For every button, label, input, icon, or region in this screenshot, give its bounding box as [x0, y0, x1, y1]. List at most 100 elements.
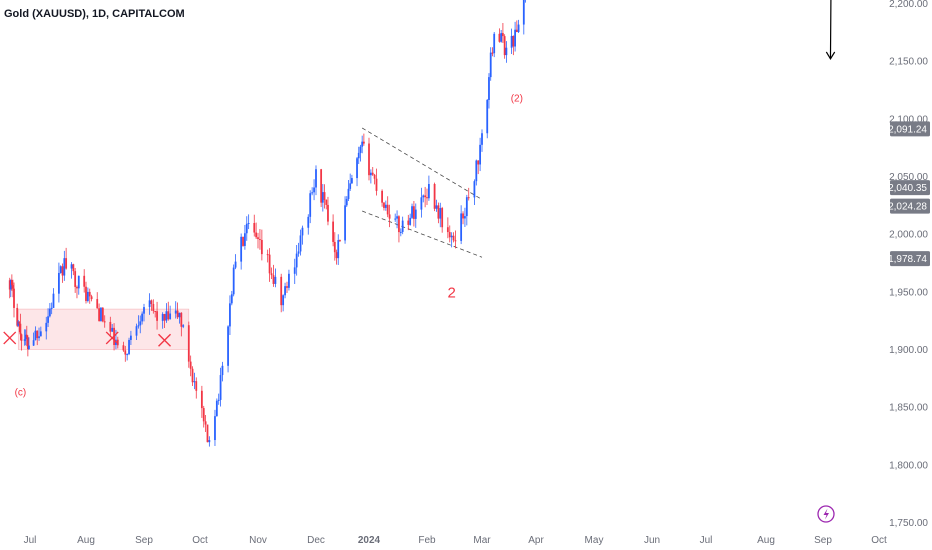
candle-body[interactable]: [77, 275, 80, 289]
candles-layer[interactable]: [8, 0, 826, 447]
candle-body[interactable]: [424, 195, 427, 198]
candle-body[interactable]: [446, 227, 449, 233]
candle-body[interactable]: [503, 36, 506, 56]
y-axis[interactable]: 1,750.00 1,800.00 1,850.00 1,900.00 1,950.00…: [889, 0, 928, 529]
candle-body[interactable]: [10, 279, 13, 286]
candle-body[interactable]: [439, 208, 442, 219]
candle-body[interactable]: [253, 223, 256, 233]
candle-body[interactable]: [25, 334, 28, 338]
candle-body[interactable]: [32, 340, 35, 346]
candle-body[interactable]: [90, 296, 93, 300]
candle-body[interactable]: [122, 345, 125, 351]
candle-body[interactable]: [23, 339, 26, 341]
candle-body[interactable]: [47, 316, 49, 323]
candle-body[interactable]: [187, 325, 190, 362]
candle-body[interactable]: [111, 327, 114, 332]
candle-body[interactable]: [242, 236, 244, 246]
candle-body[interactable]: [174, 310, 177, 314]
candle-body[interactable]: [38, 336, 40, 339]
candle-body[interactable]: [17, 321, 20, 326]
candle-body[interactable]: [522, 0, 525, 25]
candle-body[interactable]: [373, 174, 376, 179]
candle-body[interactable]: [215, 400, 218, 417]
candle-body[interactable]: [26, 337, 29, 350]
candle-body[interactable]: [247, 223, 250, 225]
candle-body[interactable]: [517, 24, 520, 33]
candle-body[interactable]: [126, 354, 129, 356]
candle-body[interactable]: [293, 267, 296, 274]
candle-body[interactable]: [500, 33, 503, 42]
candle-body[interactable]: [315, 169, 317, 188]
candle-body[interactable]: [413, 206, 415, 219]
candle-body[interactable]: [351, 178, 353, 184]
candle-body[interactable]: [9, 279, 12, 290]
candle-body[interactable]: [208, 440, 211, 443]
candle-body[interactable]: [359, 146, 362, 153]
candle-body[interactable]: [83, 275, 86, 287]
candle-body[interactable]: [349, 183, 352, 189]
candle-body[interactable]: [270, 273, 273, 276]
candle-body[interactable]: [86, 291, 89, 302]
candle-body[interactable]: [479, 144, 482, 165]
candle-body[interactable]: [448, 232, 451, 238]
candle-body[interactable]: [161, 314, 164, 321]
candle-body[interactable]: [274, 276, 277, 284]
candle-body[interactable]: [465, 197, 468, 217]
candle-body[interactable]: [512, 35, 515, 47]
candle-body[interactable]: [282, 295, 285, 306]
candle-body[interactable]: [371, 172, 374, 175]
candle-body[interactable]: [8, 280, 11, 290]
candle-body[interactable]: [36, 330, 39, 339]
candle-body[interactable]: [98, 308, 100, 321]
candle-body[interactable]: [202, 408, 205, 422]
candle-body[interactable]: [297, 251, 300, 254]
candle-body[interactable]: [20, 334, 23, 341]
candle-body[interactable]: [130, 335, 132, 340]
candle-body[interactable]: [309, 193, 312, 217]
candle-body[interactable]: [152, 304, 155, 312]
candle-body[interactable]: [232, 267, 235, 295]
candle-body[interactable]: [510, 35, 513, 48]
candle-body[interactable]: [204, 421, 207, 425]
candle-body[interactable]: [163, 314, 166, 321]
candle-body[interactable]: [214, 416, 216, 441]
candle-body[interactable]: [101, 307, 104, 322]
candle-body[interactable]: [386, 204, 389, 215]
candle-body[interactable]: [477, 160, 480, 165]
candle-body[interactable]: [339, 240, 341, 242]
candle-body[interactable]: [24, 334, 27, 340]
candle-body[interactable]: [124, 350, 127, 355]
candle-body[interactable]: [505, 47, 508, 56]
candle-body[interactable]: [475, 160, 478, 182]
candle-body[interactable]: [34, 330, 37, 341]
candle-body[interactable]: [299, 235, 302, 252]
candle-body[interactable]: [219, 375, 222, 400]
candle-body[interactable]: [268, 254, 271, 274]
candle-body[interactable]: [18, 321, 21, 324]
candle-body[interactable]: [325, 199, 328, 205]
candle-body[interactable]: [74, 271, 77, 287]
candle-body[interactable]: [401, 220, 404, 232]
candle-body[interactable]: [39, 331, 42, 337]
candle-body[interactable]: [230, 294, 233, 304]
candle-body[interactable]: [473, 181, 476, 198]
candle-body[interactable]: [63, 258, 66, 276]
candle-body[interactable]: [333, 241, 336, 253]
candle-body[interactable]: [200, 390, 203, 409]
candle-body[interactable]: [347, 188, 350, 199]
candle-body[interactable]: [189, 361, 192, 369]
candle-body[interactable]: [486, 99, 489, 134]
candle-body[interactable]: [229, 303, 231, 327]
candle-body[interactable]: [344, 205, 346, 241]
candle-body[interactable]: [491, 52, 494, 54]
candle-body[interactable]: [414, 209, 417, 219]
candle-body[interactable]: [266, 254, 269, 256]
candle-body[interactable]: [454, 240, 457, 242]
candle-body[interactable]: [52, 293, 55, 308]
candle-body[interactable]: [313, 187, 315, 193]
candle-body[interactable]: [407, 220, 410, 225]
candle-body[interactable]: [195, 381, 198, 391]
candle-body[interactable]: [450, 235, 453, 238]
candle-body[interactable]: [13, 288, 15, 308]
candle-body[interactable]: [467, 197, 470, 199]
